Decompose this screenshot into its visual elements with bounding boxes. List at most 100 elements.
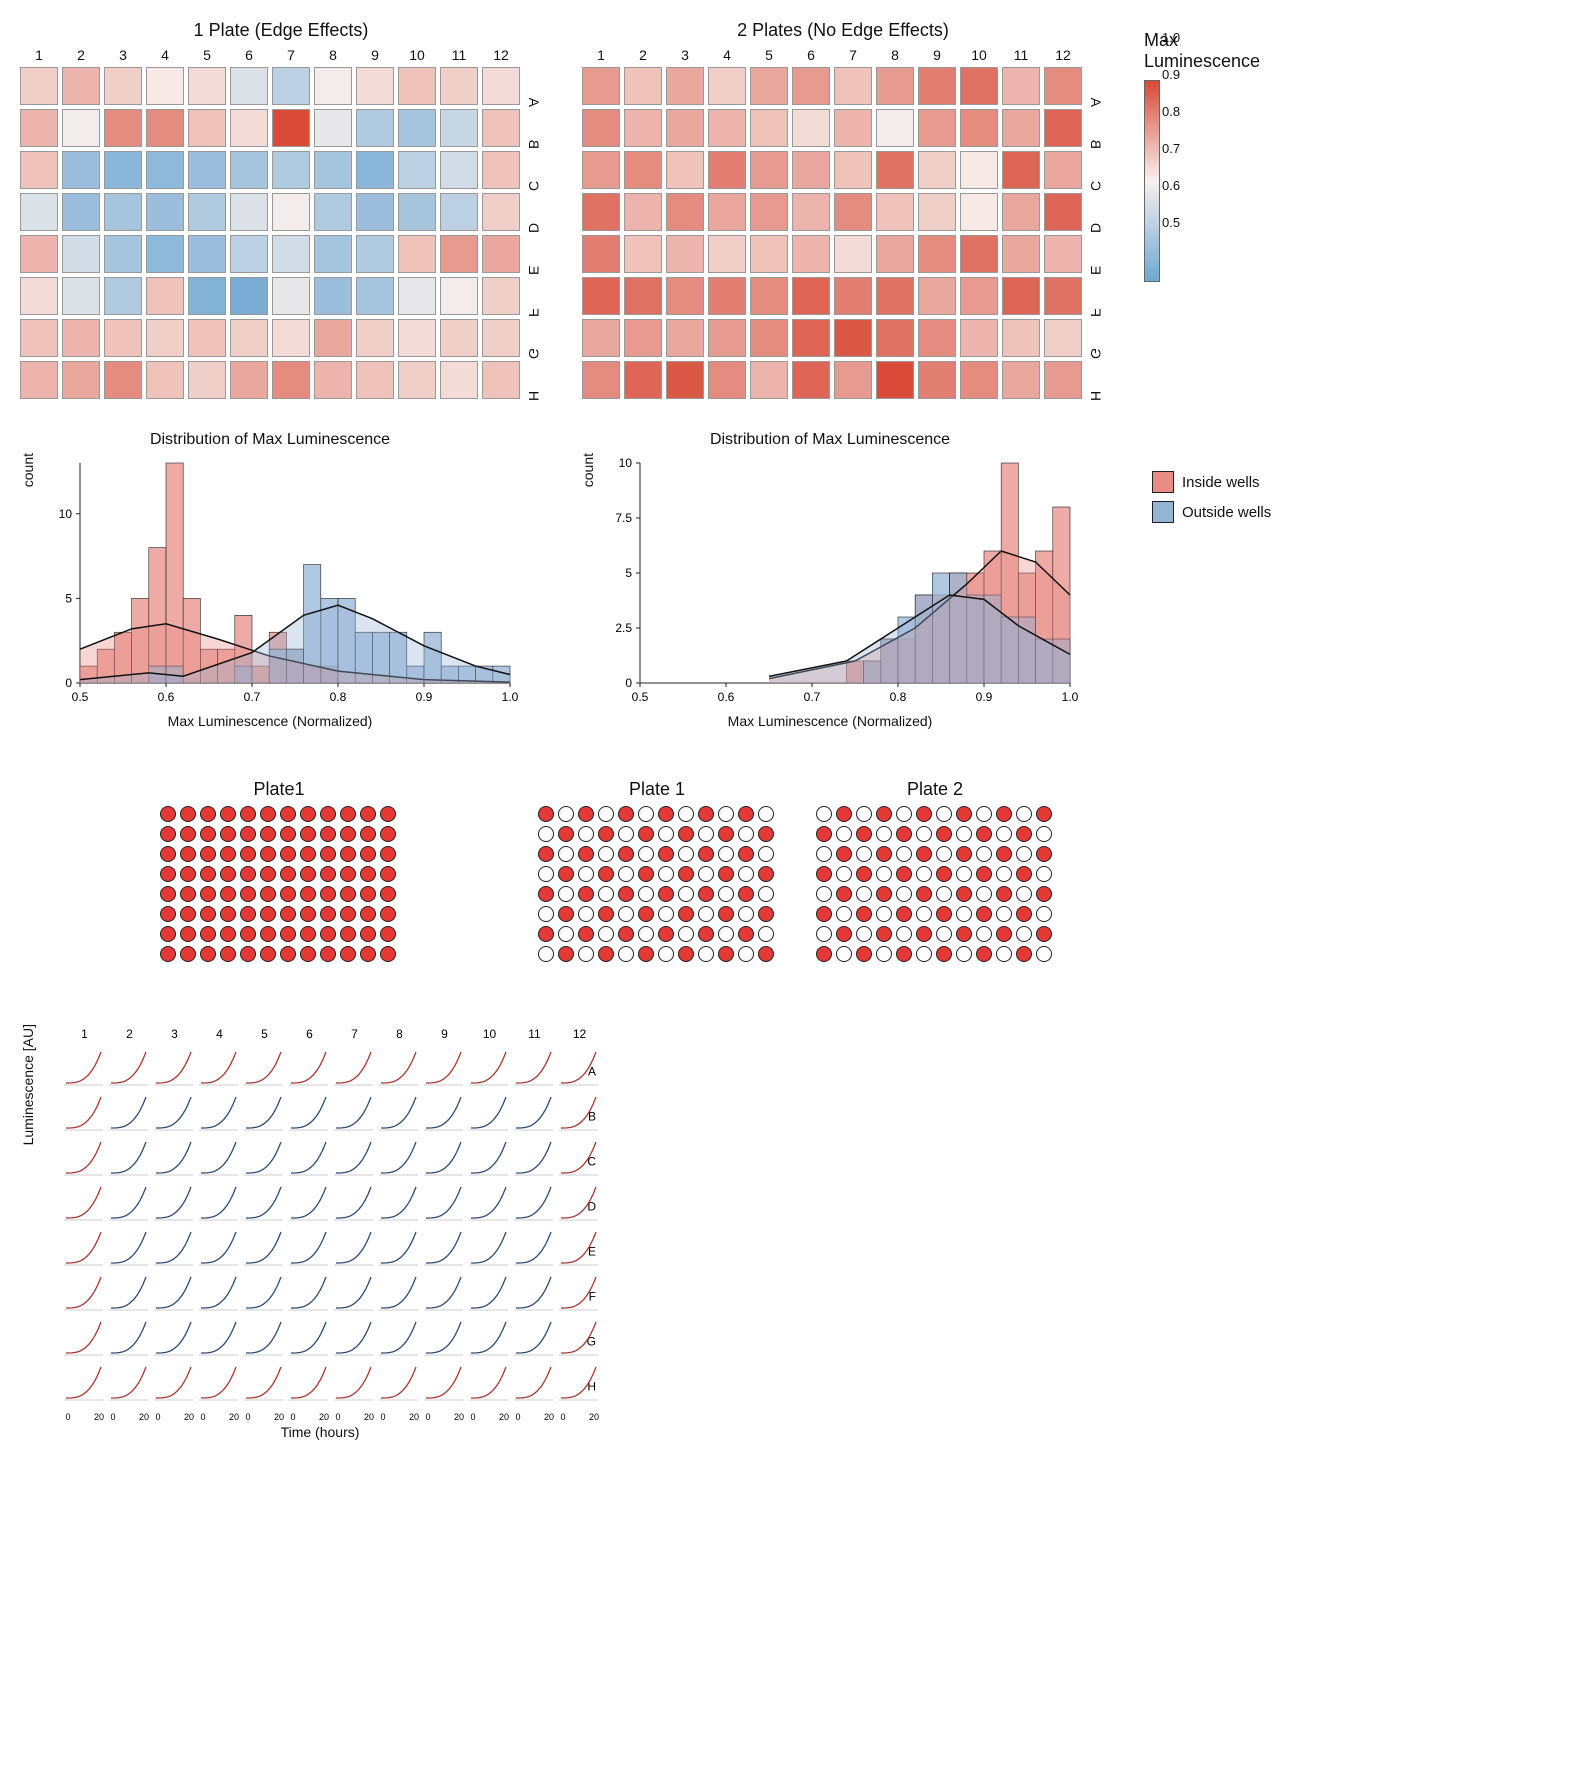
plate-well bbox=[638, 886, 654, 902]
col-label: 5 bbox=[750, 47, 788, 63]
plate-well bbox=[936, 806, 952, 822]
plate-well bbox=[618, 846, 634, 862]
plate-well bbox=[758, 906, 774, 922]
heatmap-cell bbox=[482, 193, 520, 231]
plate-well bbox=[856, 826, 872, 842]
plate-well bbox=[836, 806, 852, 822]
heatmap-cell bbox=[1002, 193, 1040, 231]
plate-well bbox=[1036, 806, 1052, 822]
plate-well bbox=[260, 826, 276, 842]
plate-well bbox=[816, 946, 832, 962]
heatmap-cell bbox=[834, 109, 872, 147]
heatmap-cell bbox=[1002, 235, 1040, 273]
plate-well bbox=[200, 806, 216, 822]
heatmap-cell bbox=[356, 67, 394, 105]
plate-well bbox=[1016, 906, 1032, 922]
heatmap-cell bbox=[188, 151, 226, 189]
col-label: 2 bbox=[62, 47, 100, 63]
plate-well bbox=[916, 806, 932, 822]
svg-text:10: 10 bbox=[483, 1027, 497, 1041]
svg-text:0: 0 bbox=[65, 1412, 70, 1422]
plate-well bbox=[758, 886, 774, 902]
heatmap-cell bbox=[666, 277, 704, 315]
col-label: 6 bbox=[230, 47, 268, 63]
col-label: 12 bbox=[1044, 47, 1082, 63]
heatmap-cell bbox=[188, 109, 226, 147]
plate-well bbox=[956, 826, 972, 842]
plate-well bbox=[340, 886, 356, 902]
heatmap-cell bbox=[62, 109, 100, 147]
heatmap-cell bbox=[482, 109, 520, 147]
plate-well bbox=[996, 866, 1012, 882]
heatmap-cell bbox=[146, 235, 184, 273]
heatmap-cell bbox=[1002, 67, 1040, 105]
heatmap-cell bbox=[1044, 151, 1082, 189]
legend-tick: 0.8 bbox=[1162, 104, 1180, 119]
plate-well bbox=[956, 906, 972, 922]
plate-well bbox=[698, 806, 714, 822]
plate-well bbox=[160, 946, 176, 962]
svg-text:8: 8 bbox=[396, 1027, 403, 1041]
heatmap-cell bbox=[1044, 277, 1082, 315]
heatmap-cell bbox=[440, 235, 478, 273]
plate-well bbox=[658, 826, 674, 842]
plate-single-title: Plate1 bbox=[160, 779, 398, 800]
plate-well bbox=[658, 846, 674, 862]
plate-well bbox=[816, 806, 832, 822]
plate-well bbox=[340, 826, 356, 842]
heatmap2-grid bbox=[582, 67, 1082, 399]
heatmap-cell bbox=[876, 277, 914, 315]
row-label: E bbox=[1088, 237, 1104, 275]
heatmap-cell bbox=[624, 319, 662, 357]
plate-well bbox=[956, 886, 972, 902]
heatmap2-col-labels: 123456789101112 bbox=[582, 47, 1082, 63]
plate-well bbox=[180, 946, 196, 962]
heatmap-cell bbox=[230, 319, 268, 357]
plate-well bbox=[160, 926, 176, 942]
plate-well bbox=[538, 866, 554, 882]
plate-well bbox=[340, 906, 356, 922]
heatmap-cell bbox=[356, 277, 394, 315]
heatmap-cell bbox=[188, 67, 226, 105]
plate-well bbox=[558, 906, 574, 922]
heatmap-cell bbox=[708, 361, 746, 399]
plate-well bbox=[320, 866, 336, 882]
plate-well bbox=[916, 886, 932, 902]
svg-text:0: 0 bbox=[470, 1412, 475, 1422]
plate-well bbox=[816, 866, 832, 882]
heatmap-cell bbox=[918, 193, 956, 231]
plate-well bbox=[240, 806, 256, 822]
plate-well bbox=[320, 906, 336, 922]
plate-well bbox=[340, 846, 356, 862]
plate-well bbox=[758, 946, 774, 962]
plate-well bbox=[380, 906, 396, 922]
plate-well bbox=[280, 886, 296, 902]
row-label: H bbox=[526, 363, 542, 401]
legend-tick: 0.7 bbox=[1162, 141, 1180, 156]
heatmap-cell bbox=[356, 151, 394, 189]
plate-well bbox=[816, 846, 832, 862]
svg-text:0: 0 bbox=[560, 1412, 565, 1422]
plate-well bbox=[996, 826, 1012, 842]
heatmap-cell bbox=[20, 109, 58, 147]
plate-well bbox=[678, 886, 694, 902]
svg-text:0: 0 bbox=[245, 1412, 250, 1422]
svg-text:0: 0 bbox=[425, 1412, 430, 1422]
histogram-1: Distribution of Max Luminescence count 0… bbox=[20, 431, 520, 729]
swatch-inside bbox=[1152, 471, 1174, 493]
heatmap1-grid bbox=[20, 67, 520, 399]
heatmap-cell bbox=[960, 151, 998, 189]
heatmap-cell bbox=[272, 235, 310, 273]
heatmap-cell bbox=[1044, 361, 1082, 399]
heatmap-cell bbox=[482, 67, 520, 105]
heatmap-cell bbox=[792, 319, 830, 357]
svg-text:0: 0 bbox=[200, 1412, 205, 1422]
svg-text:0.7: 0.7 bbox=[244, 690, 261, 704]
col-label: 10 bbox=[398, 47, 436, 63]
heatmap-cell bbox=[482, 361, 520, 399]
hist1-title: Distribution of Max Luminescence bbox=[20, 431, 520, 449]
heatmap1-title: 1 Plate (Edge Effects) bbox=[20, 20, 542, 41]
col-label: 12 bbox=[482, 47, 520, 63]
plate-well bbox=[360, 866, 376, 882]
svg-text:20: 20 bbox=[454, 1412, 464, 1422]
